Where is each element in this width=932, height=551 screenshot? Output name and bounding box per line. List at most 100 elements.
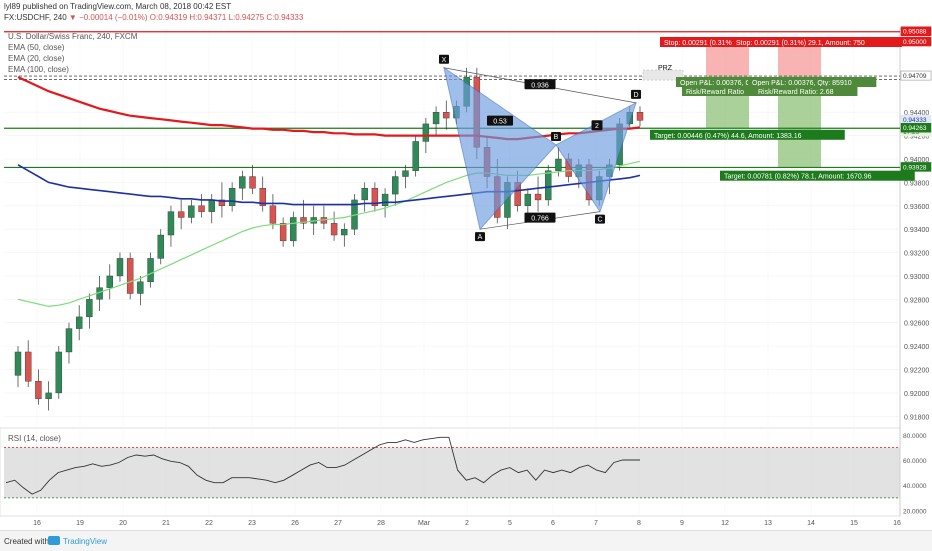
x-tick-label: 6: [551, 520, 555, 527]
rsi-legend[interactable]: RSI (14, close): [8, 434, 61, 443]
candle-body: [432, 112, 440, 125]
y-tick-label: 0.91800: [904, 414, 929, 421]
candle-body: [361, 188, 368, 201]
candle-body: [167, 211, 175, 236]
x-tick-label: 5: [508, 520, 512, 527]
stop-zone-2: [778, 42, 821, 77]
ratio-label: 2: [595, 123, 599, 130]
ratio-label: 0.936: [531, 82, 549, 89]
candle-body: [279, 223, 287, 242]
pattern-point-D: D: [633, 92, 638, 99]
price-label-bg: [900, 26, 932, 36]
x-tick-label: 19: [76, 520, 84, 527]
tradingview-brand[interactable]: TradingView: [63, 537, 108, 546]
candle-body: [422, 123, 430, 142]
candle-body: [24, 351, 32, 382]
candle-body: [300, 217, 307, 224]
x-tick-label: 14: [807, 520, 815, 527]
pattern-point-A: A: [478, 234, 483, 241]
candle-body: [555, 158, 562, 171]
price-label: 0.94709: [903, 73, 927, 80]
x-tick-label: 13: [764, 520, 772, 527]
candle-body: [534, 193, 542, 201]
y-tick-label: 0.93200: [904, 251, 929, 258]
candle-body: [636, 112, 644, 121]
candle-body: [116, 258, 124, 277]
candle-body: [412, 141, 419, 171]
y-tick-label: 0.92600: [904, 321, 929, 328]
price-label: 0.94333: [903, 117, 927, 124]
candle-body: [290, 217, 297, 242]
candle-body: [524, 193, 532, 206]
x-tick-label: 16: [33, 520, 41, 527]
trade1-open-label-bg: [676, 77, 767, 87]
pattern-point-box: [551, 131, 561, 141]
created-with-label: Created with: [4, 537, 49, 546]
trade1-target-label-bg: [650, 129, 845, 140]
candle-body: [381, 193, 389, 206]
trade2-stop-label: Stop: 0.00291 (0.31%) 29.1, Amount: 750: [736, 40, 865, 47]
price-label-bg: [900, 162, 932, 172]
trade2-open-label-bg: [748, 77, 877, 87]
x-tick-label: 20: [119, 520, 127, 527]
candle-body: [269, 205, 277, 224]
x-tick-label: 27: [334, 520, 342, 527]
y-tick-label: 0.94400: [904, 110, 929, 117]
candle-body: [14, 351, 22, 376]
change-label: ▼ −0.00014 (−0.01%): [68, 13, 148, 22]
rsi-line: [5, 436, 640, 495]
stop-zone-1: [706, 42, 749, 77]
x-tick-label: 12: [721, 520, 729, 527]
footer-bar: Created with TradingView: [0, 530, 932, 551]
candle-body: [392, 176, 399, 195]
price-label-bg: [900, 36, 932, 47]
candle-body: [137, 281, 144, 294]
x-tick-label: 2: [465, 520, 469, 527]
candle-body: [443, 112, 450, 119]
trade1-rr-label: Risk/Reward Ratio: [686, 89, 744, 96]
y-tick-label: 0.94200: [904, 134, 929, 141]
candle-body: [198, 205, 205, 212]
ratio-box: [591, 120, 603, 131]
price-label: 0.95088: [903, 29, 927, 36]
legend-ema100[interactable]: EMA (100, close): [8, 65, 69, 74]
rsi-tick-label: 40.0000: [903, 483, 927, 490]
legend-symbol[interactable]: U.S. Dollar/Swiss Franc, 240, FXCM: [8, 32, 138, 41]
x-tick-label: 26: [291, 520, 299, 527]
ratio-box: [524, 79, 556, 90]
pattern-point-box: [595, 214, 605, 224]
y-tick-label: 0.93600: [904, 204, 929, 211]
ema50-line: [17, 164, 641, 206]
ratio-label: 0.766: [531, 216, 549, 223]
low-value: L:0.94275: [228, 13, 265, 22]
price-label: 0.93928: [903, 164, 927, 171]
pattern-point-box: [475, 232, 485, 242]
candle-body: [259, 188, 266, 206]
trade1-target-label: Target: 0.00446 (0.47%) 44.6, Amount: 13…: [654, 133, 802, 140]
price-label: 0.95000: [903, 39, 927, 46]
x-tick-label: Mar: [418, 520, 431, 527]
x-tick-label: 28: [377, 520, 385, 527]
candle-body: [65, 328, 73, 353]
legend-ema20[interactable]: EMA (20, close): [8, 54, 65, 63]
candle-body: [126, 258, 134, 294]
y-tick-label: 0.93000: [904, 274, 929, 281]
x-tick-label: 15: [850, 520, 858, 527]
candle-body: [330, 223, 338, 236]
legend-ema50[interactable]: EMA (50, close): [8, 43, 65, 52]
candle-body: [208, 199, 215, 212]
candle-body: [106, 275, 113, 288]
candle-body: [228, 188, 236, 206]
candle-body: [371, 188, 379, 206]
trade1-open-label: Open P&L: 0.00376, C: [680, 80, 750, 87]
price-label: 0.94263: [903, 125, 927, 132]
candle-body: [402, 170, 409, 177]
tradingview-logo-icon: [48, 536, 60, 545]
y-tick-label: 0.93800: [904, 180, 929, 187]
prz-box: [642, 69, 684, 81]
candle-body: [341, 228, 348, 236]
ratio-label: 0.53: [493, 119, 507, 126]
publisher-line: lyl89 published on TradingView.com, Marc…: [4, 2, 232, 11]
ratio-box: [524, 212, 556, 223]
